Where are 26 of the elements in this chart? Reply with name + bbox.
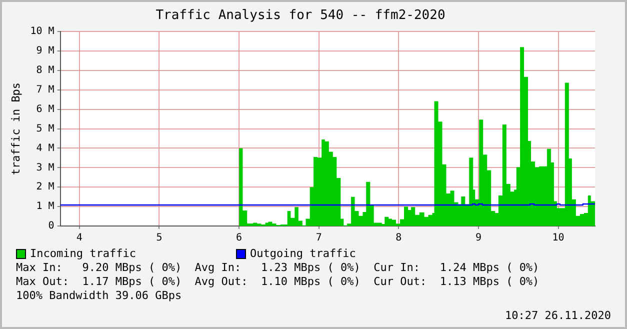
text: Max In: 9.20 MBps ( 0%) Avg In: 1.23 MBps ( 0%) Cur In: 1.24 MBps ( 0%) — [16, 261, 540, 275]
y-tick-label: 5 M — [36, 123, 54, 134]
x-tick-label: 4 — [76, 232, 82, 244]
text: 10:27 26.11.2020 — [504, 309, 612, 323]
x-tick-label: 9 — [475, 232, 482, 244]
text: 100% Bandwidth 39.06 GBps — [16, 289, 183, 303]
chart-title: Traffic Analysis for 540 -- ffm2-2020 — [156, 8, 446, 24]
y-tick-label: 2 M — [36, 182, 54, 193]
y-tick-label: 0 — [48, 220, 54, 232]
x-tick-label: 8 — [396, 232, 402, 244]
text: Max Out: 1.17 MBps ( 0%) Avg Out: 1.10 MBps ( 0%) Cur Out: 1.13 MBps ( 0%) — [16, 275, 540, 289]
y-tick-label: 3 M — [36, 162, 54, 174]
x-tick-label: 5 — [156, 232, 162, 244]
y-tick-label: 6 M — [36, 104, 54, 115]
x-tick-label: 7 — [316, 232, 322, 244]
y-tick-label: 9 M — [36, 46, 54, 57]
y-tick-label: 7 M — [36, 84, 54, 96]
x-tick-label: 6 — [236, 232, 242, 244]
y-axis-title: traffic in Bps — [9, 82, 22, 176]
y-tick-label: 1 M — [36, 201, 54, 212]
legend-label: Outgoing traffic — [250, 247, 356, 261]
y-tick-label: 4 M — [36, 142, 54, 154]
y-tick-label: 8 M — [36, 65, 54, 76]
y-tick-label: 10 M — [30, 26, 54, 38]
legend-label: Incoming traffic — [30, 247, 136, 261]
x-tick-label: 10 — [552, 232, 564, 244]
